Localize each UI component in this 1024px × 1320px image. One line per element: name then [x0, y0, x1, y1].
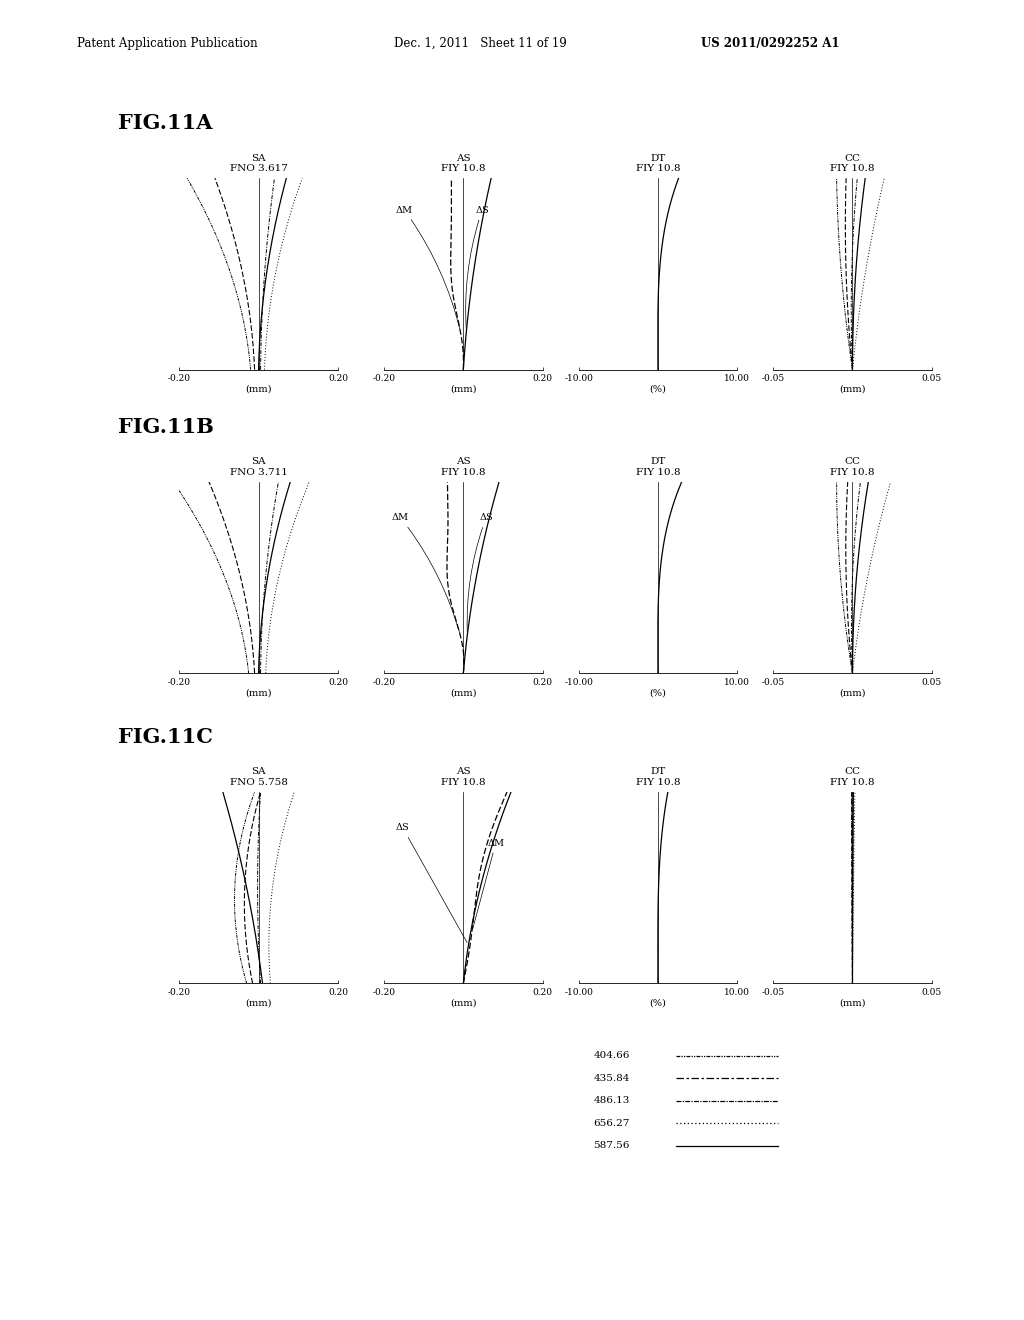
Text: SA
FNO 3.711: SA FNO 3.711	[229, 457, 288, 477]
X-axis label: (%): (%)	[649, 689, 667, 697]
Text: SA
FNO 5.758: SA FNO 5.758	[229, 767, 288, 787]
Text: Patent Application Publication: Patent Application Publication	[77, 37, 257, 50]
Text: DT
FIY 10.8: DT FIY 10.8	[636, 767, 680, 787]
X-axis label: (mm): (mm)	[451, 385, 476, 393]
X-axis label: (mm): (mm)	[246, 689, 271, 697]
Text: US 2011/0292252 A1: US 2011/0292252 A1	[701, 37, 840, 50]
Text: 486.13: 486.13	[593, 1097, 630, 1105]
Text: CC
FIY 10.8: CC FIY 10.8	[830, 767, 874, 787]
X-axis label: (mm): (mm)	[451, 999, 476, 1007]
X-axis label: (mm): (mm)	[840, 689, 865, 697]
Text: 656.27: 656.27	[593, 1119, 630, 1127]
X-axis label: (mm): (mm)	[246, 385, 271, 393]
X-axis label: (%): (%)	[649, 385, 667, 393]
Text: 435.84: 435.84	[593, 1074, 630, 1082]
Text: SA
FNO 3.617: SA FNO 3.617	[229, 153, 288, 173]
X-axis label: (%): (%)	[649, 999, 667, 1007]
Text: Dec. 1, 2011   Sheet 11 of 19: Dec. 1, 2011 Sheet 11 of 19	[394, 37, 567, 50]
Text: AS
FIY 10.8: AS FIY 10.8	[441, 153, 485, 173]
Text: DT
FIY 10.8: DT FIY 10.8	[636, 153, 680, 173]
Text: 404.66: 404.66	[593, 1052, 630, 1060]
Text: ΔS: ΔS	[467, 513, 493, 632]
Text: AS
FIY 10.8: AS FIY 10.8	[441, 767, 485, 787]
Text: ΔM: ΔM	[396, 206, 460, 329]
X-axis label: (mm): (mm)	[840, 385, 865, 393]
Text: CC
FIY 10.8: CC FIY 10.8	[830, 457, 874, 477]
Text: ΔM: ΔM	[392, 513, 460, 632]
Text: ΔS: ΔS	[396, 824, 467, 942]
Text: DT
FIY 10.8: DT FIY 10.8	[636, 457, 680, 477]
X-axis label: (mm): (mm)	[246, 999, 271, 1007]
Text: CC
FIY 10.8: CC FIY 10.8	[830, 153, 874, 173]
Text: FIG.11A: FIG.11A	[118, 114, 212, 133]
Text: FIG.11B: FIG.11B	[118, 417, 214, 437]
X-axis label: (mm): (mm)	[451, 689, 476, 697]
Text: ΔM: ΔM	[472, 838, 504, 929]
Text: ΔS: ΔS	[466, 206, 489, 329]
Text: FIG.11C: FIG.11C	[118, 727, 213, 747]
Text: 587.56: 587.56	[593, 1142, 630, 1150]
X-axis label: (mm): (mm)	[840, 999, 865, 1007]
Text: AS
FIY 10.8: AS FIY 10.8	[441, 457, 485, 477]
